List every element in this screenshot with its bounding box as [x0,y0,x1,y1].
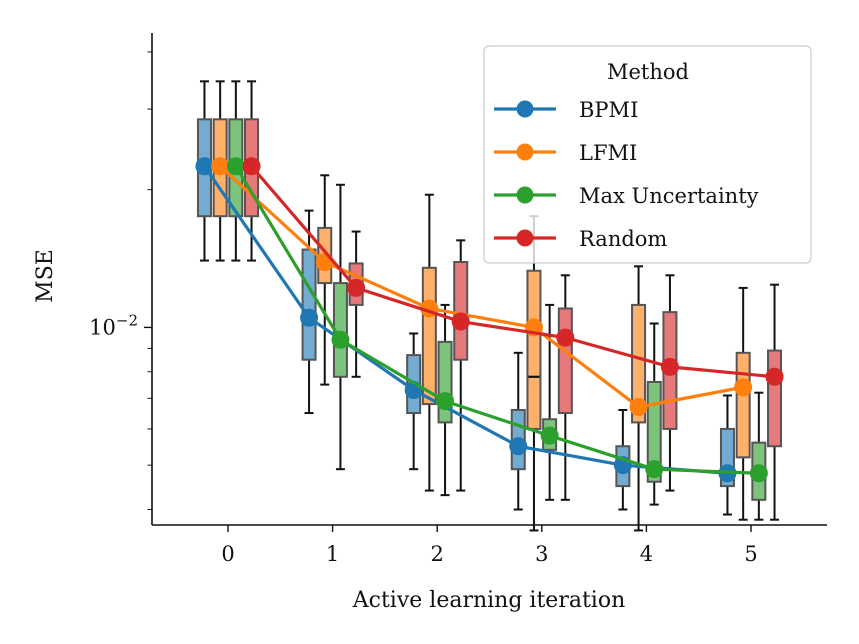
data-point [765,367,784,386]
box-random-5 [767,283,783,521]
legend-marker [516,100,534,118]
box-random-4 [662,274,678,492]
series-lfmi [211,157,753,417]
box-max-uncertainty-4 [646,322,662,506]
data-point [436,392,455,411]
x-tick-label: 3 [535,542,548,566]
series-line [234,165,759,475]
y-ticks: 10−2 [89,51,152,511]
x-axis-title: Active learning iteration [352,588,626,613]
series-line [203,165,728,475]
box-random-2 [453,239,469,492]
data-point [300,308,319,327]
box-body [453,260,469,361]
data-point [211,157,230,176]
x-tick-label: 2 [431,542,444,566]
legend-title: Method [607,60,689,84]
series-random [242,157,784,386]
data-point [629,398,648,417]
box-lfmi-2 [421,193,437,492]
data-point [734,378,753,397]
box-body [557,307,573,415]
legend-entry-lfmi: LFMI [494,141,637,165]
legend-label: Random [579,227,667,251]
x-ticks: 0 1 2 3 4 5 [221,525,758,566]
box-bpmi-5 [719,394,735,516]
box-random-3 [557,274,573,501]
legend-marker [516,143,534,161]
legend-entry-random: Random [494,227,667,251]
x-tick-label: 5 [744,542,757,566]
box-lfmi-5 [735,286,751,521]
y-tick-label: 10−2 [89,311,138,339]
data-point [660,357,679,376]
data-point [540,426,559,445]
data-point [195,157,214,176]
series-line [219,165,744,409]
series-bpmi [195,157,737,483]
legend-label: LFMI [579,141,637,165]
series-line [250,165,775,379]
legend-entry-max-uncertainty: Max Uncertainty [494,184,759,208]
y-axis-title: MSE [33,249,58,303]
legend-frame [483,45,812,264]
x-tick-label: 1 [326,542,339,566]
box-body [735,351,751,459]
box-body [301,248,317,361]
series-max-uncertainty [226,157,768,483]
legend-label: Max Uncertainty [579,184,759,208]
x-tick-label: 0 [221,542,234,566]
data-point [242,157,261,176]
box-body [767,349,783,448]
box-bpmi-3 [510,351,526,511]
mean-lines-layer [195,157,784,483]
box-bpmi-2 [406,332,422,471]
data-point [749,464,768,483]
x-tick-label: 4 [640,542,653,566]
data-point [556,328,575,347]
data-point [331,330,350,349]
data-point [509,437,528,456]
box-max-uncertainty-1 [332,183,348,471]
legend-items: BPMI LFMI Max Uncertainty Random [494,98,759,251]
axes: 0 1 2 3 4 5 10−2 [89,33,827,566]
box-max-uncertainty-5 [751,391,767,521]
legend-marker [516,186,534,204]
plot-area [195,80,784,532]
legend-entry-bpmi: BPMI [494,98,638,122]
box-body [631,303,647,424]
data-point [226,157,245,176]
data-point [451,312,470,331]
box-lfmi-1 [317,174,333,386]
legend-label: BPMI [579,98,638,122]
box-body [421,266,437,406]
legend: Method BPMI LFMI Max Uncertainty Random [483,45,812,264]
data-point [645,460,664,479]
box-body [526,269,542,430]
data-point [347,278,366,297]
box-bpmi-1 [301,209,317,415]
box-body [646,380,662,483]
legend-marker [516,229,534,247]
